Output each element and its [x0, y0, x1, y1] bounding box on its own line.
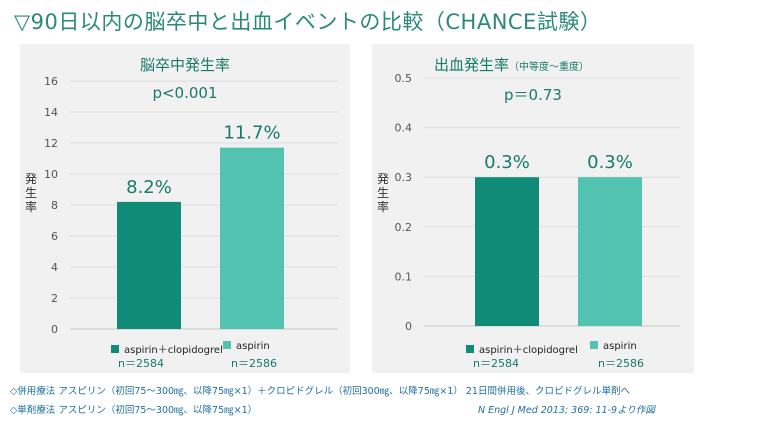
page-title: ▽90日以内の脳卒中と出血イベントの比較（CHANCE試験）: [14, 10, 602, 34]
legend-swatch-dark: [111, 345, 119, 353]
bleeding-rate-panel: 0 0.1 0.2 0.3 0.4 0.5 0.3% 0.3% 出血発生率（中等度～重度） p…: [372, 44, 694, 373]
stroke-y-axis-label: 発生率: [24, 172, 38, 214]
legend-swatch-dark: [466, 345, 474, 353]
bar-value-label: 11.7%: [223, 123, 280, 144]
bleeding-legend-item-aspirin: aspirin: [590, 341, 637, 352]
stroke-rate-panel: 0 2 4 6 8 10 12 14 16 8.2% 11.7% 脳卒中発生率 p<0.001 発生…: [20, 44, 350, 373]
bleeding-n-label-combo: n＝2584: [473, 357, 519, 370]
y-tick-label: 0.1: [395, 270, 413, 283]
bleeding-chart-title: 出血発生率（中等度～重度）: [434, 54, 589, 75]
legend-label: aspirin: [603, 341, 637, 352]
bleeding-y-axis-label: 発生率: [376, 172, 390, 214]
y-tick-label: 16: [44, 75, 58, 88]
bar-aspirin-clopidogrel: [475, 177, 539, 326]
y-tick-label: 0.4: [395, 122, 413, 135]
bleeding-title-main: 出血発生率: [434, 56, 510, 74]
y-tick-label: 0.3: [395, 171, 413, 184]
y-tick-label: 0.5: [395, 72, 413, 85]
bleeding-rate-chart: 0 0.1 0.2 0.3 0.4 0.5 0.3% 0.3%: [395, 72, 680, 333]
bleeding-p-value: p＝0.73: [504, 86, 562, 104]
legend-label: aspirin＋clopidogrel: [124, 345, 223, 356]
bleeding-title-note: （中等度～重度）: [509, 62, 590, 73]
y-tick-label: 0: [51, 323, 58, 336]
stroke-rate-chart: 0 2 4 6 8 10 12 14 16 8.2% 11.7%: [44, 75, 338, 336]
bar-value-label: 0.3%: [484, 152, 530, 173]
y-tick-label: 0: [405, 320, 412, 333]
y-tick-label: 0.2: [395, 221, 413, 234]
legend-swatch-light: [223, 341, 231, 349]
y-tick-label: 6: [51, 230, 58, 243]
stroke-n-label-aspirin: n＝2586: [231, 357, 277, 370]
stroke-chart-title: 脳卒中発生率: [139, 56, 230, 74]
source-citation: N Engl J Med 2013; 369: 11-9より作図: [478, 405, 655, 416]
stroke-p-value: p<0.001: [152, 84, 218, 102]
bar-aspirin-clopidogrel: [117, 201, 181, 329]
bar-value-label: 8.2%: [126, 177, 172, 198]
bar-aspirin: [578, 177, 642, 326]
y-axis-label-char: 率: [376, 200, 389, 214]
stroke-legend-item-combo: aspirin＋clopidogrel: [111, 341, 223, 356]
y-tick-label: 10: [44, 168, 58, 181]
y-axis-label-char: 率: [24, 200, 37, 214]
bar-value-label: 0.3%: [587, 152, 633, 173]
y-tick-label: 12: [44, 137, 58, 150]
y-tick-label: 8: [51, 199, 58, 212]
legend-label: aspirin＋clopidogrel: [479, 345, 578, 356]
y-axis-label-char: 生: [24, 186, 37, 200]
bleeding-legend-item-combo: aspirin＋clopidogrel: [466, 341, 578, 356]
stroke-n-label-combo: n＝2584: [118, 357, 164, 370]
y-tick-label: 4: [51, 261, 58, 274]
legend-label: aspirin: [236, 341, 270, 352]
y-axis-label-char: 生: [376, 186, 389, 200]
footnote-single-therapy: ◇単剤療法 アスピリン（初回75～300㎎、以降75㎎×1）: [10, 405, 258, 416]
y-tick-label: 2: [51, 292, 58, 305]
y-axis-label-char: 発: [24, 172, 37, 186]
y-tick-label: 14: [44, 106, 58, 119]
legend-swatch-light: [590, 341, 598, 349]
stroke-legend-item-aspirin: aspirin: [223, 341, 270, 352]
footnote-combination-therapy: ◇併用療法 アスピリン（初回75～300㎎、以降75㎎×1）＋クロピドグレル（初…: [10, 386, 630, 397]
y-axis-label-char: 発: [376, 172, 389, 186]
bleeding-n-label-aspirin: n＝2586: [598, 357, 644, 370]
bar-aspirin: [220, 147, 284, 329]
